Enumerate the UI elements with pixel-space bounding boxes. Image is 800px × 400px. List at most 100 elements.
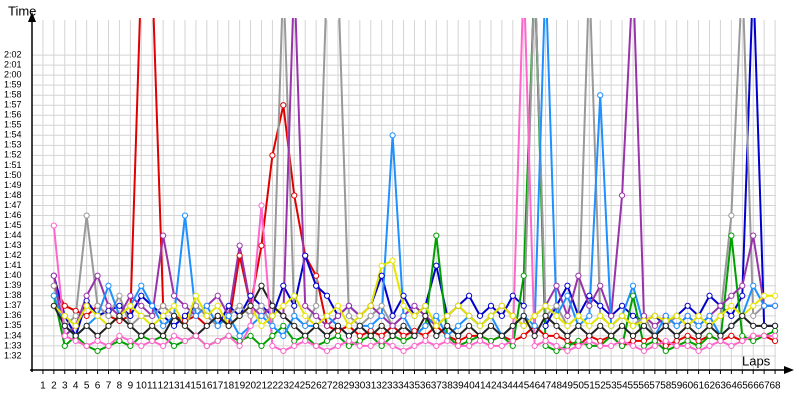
data-point (618, 322, 626, 329)
data-point (597, 282, 604, 289)
data-point (433, 332, 440, 339)
data-point (302, 322, 309, 329)
data-point (422, 312, 429, 319)
x-tick-label: 34 (398, 381, 410, 392)
x-tick-label: 18 (223, 381, 235, 392)
data-point (170, 322, 178, 329)
data-point (422, 322, 429, 329)
data-point (586, 312, 593, 319)
data-point (739, 312, 746, 319)
data-point (706, 322, 713, 329)
x-tick-label: 61 (693, 381, 705, 392)
data-point (651, 337, 658, 345)
data-point (116, 337, 123, 345)
data-point (739, 337, 746, 345)
x-tick-label: 31 (365, 381, 377, 392)
data-point (400, 347, 407, 355)
data-point (83, 297, 90, 304)
data-point (345, 312, 352, 319)
data-point (389, 342, 396, 350)
data-point (400, 292, 407, 299)
data-point (553, 342, 560, 350)
data-point (640, 322, 648, 329)
data-point (575, 322, 582, 329)
y-tick-label: 1:40 (4, 270, 22, 280)
y-tick-label: 1:56 (4, 110, 22, 120)
data-point (509, 342, 516, 350)
data-point (684, 312, 691, 319)
data-point (455, 332, 462, 339)
data-point (323, 347, 331, 355)
data-point (629, 282, 637, 289)
data-point (83, 322, 90, 329)
data-point (466, 342, 473, 350)
data-point (181, 312, 189, 319)
x-tick-label: 14 (179, 381, 191, 392)
data-point (214, 322, 221, 329)
data-point (608, 312, 615, 319)
x-tick-label: 49 (562, 381, 574, 392)
data-point (170, 312, 178, 319)
x-tick-label: 9 (128, 381, 134, 392)
data-point (728, 342, 735, 350)
data-point (258, 312, 265, 319)
data-point (476, 322, 484, 329)
data-point (378, 337, 385, 345)
data-point (269, 322, 276, 329)
data-point (695, 322, 702, 329)
data-point (269, 332, 276, 339)
data-point (640, 342, 648, 350)
data-point (717, 302, 724, 309)
data-point (149, 312, 156, 319)
y-axis-title: Time (8, 3, 36, 18)
data-point (225, 332, 232, 339)
y-tick-label: 1:34 (4, 330, 22, 340)
y-tick-label: 2:01 (4, 59, 22, 69)
data-point (651, 342, 658, 350)
x-tick-label: 13 (168, 381, 180, 392)
data-point (629, 332, 637, 339)
data-point (280, 322, 287, 329)
data-point (50, 272, 57, 279)
data-point (542, 337, 549, 345)
data-point (433, 262, 440, 269)
data-point (323, 322, 331, 329)
y-tick-label: 1:47 (4, 200, 22, 210)
data-point (684, 322, 691, 329)
data-point (94, 347, 101, 355)
data-point (586, 322, 593, 329)
data-point (433, 312, 440, 319)
x-tick-label: 1 (40, 381, 46, 392)
y-tick-label: 1:59 (4, 80, 22, 90)
data-point (192, 292, 200, 299)
data-point (695, 332, 702, 339)
x-tick-label: 65 (737, 381, 749, 392)
data-point (291, 312, 298, 319)
data-point (367, 302, 374, 309)
data-point (269, 312, 276, 319)
data-point (455, 322, 462, 329)
y-tick-label: 1:44 (4, 230, 22, 240)
data-point (356, 342, 363, 350)
x-tick-label: 38 (442, 381, 454, 392)
data-point (138, 282, 145, 289)
x-tick-label: 28 (332, 381, 344, 392)
y-tick-label: 1:57 (4, 100, 22, 110)
x-tick-label: 17 (212, 381, 224, 392)
y-tick-label: 1:54 (4, 130, 22, 140)
x-tick-label: 58 (660, 381, 672, 392)
x-tick-label: 29 (343, 381, 355, 392)
y-tick-label: 1:36 (4, 310, 22, 320)
data-point (323, 312, 331, 319)
x-tick-label: 50 (573, 381, 585, 392)
data-point (192, 302, 200, 309)
data-point (487, 342, 495, 350)
y-tick-label: 1:38 (4, 290, 22, 300)
data-point (94, 272, 101, 279)
data-point (345, 332, 352, 339)
data-point (378, 302, 385, 309)
y-tick-label: 1:50 (4, 170, 22, 180)
data-point (127, 302, 134, 309)
x-tick-label: 36 (420, 381, 432, 392)
